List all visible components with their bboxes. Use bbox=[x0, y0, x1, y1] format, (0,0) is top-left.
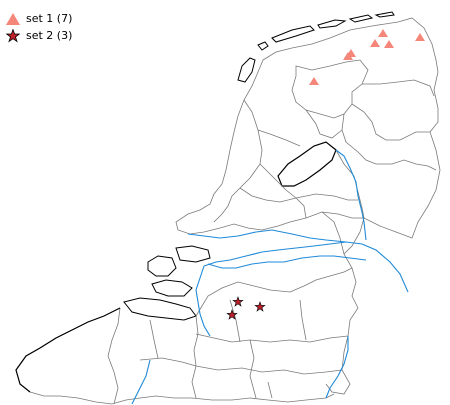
set2-marker bbox=[226, 309, 238, 320]
legend-item-set2: set 2 (3) bbox=[6, 27, 72, 44]
set1-marker bbox=[415, 33, 425, 41]
star-icon bbox=[6, 28, 20, 43]
zeeland-islands bbox=[123, 245, 211, 321]
legend: set 1 (7) set 2 (3) bbox=[6, 10, 72, 44]
set2-marker bbox=[232, 296, 244, 307]
wadden-islands bbox=[237, 11, 395, 83]
set1-marker bbox=[378, 29, 388, 37]
legend-item-set1: set 1 (7) bbox=[6, 10, 72, 27]
set1-marker bbox=[384, 40, 394, 48]
netherlands-provinces bbox=[175, 17, 441, 395]
triangle-icon bbox=[6, 12, 20, 25]
set1-marker bbox=[370, 39, 380, 47]
set1-marker bbox=[309, 77, 319, 85]
legend-label-set2: set 2 (3) bbox=[26, 29, 73, 42]
rivers bbox=[131, 149, 409, 405]
set2-markers bbox=[226, 296, 266, 320]
set2-marker bbox=[254, 301, 266, 312]
set1-marker bbox=[343, 52, 353, 60]
belgian-coast bbox=[15, 307, 121, 393]
legend-label-set1: set 1 (7) bbox=[26, 12, 73, 25]
set1-markers bbox=[309, 29, 425, 85]
